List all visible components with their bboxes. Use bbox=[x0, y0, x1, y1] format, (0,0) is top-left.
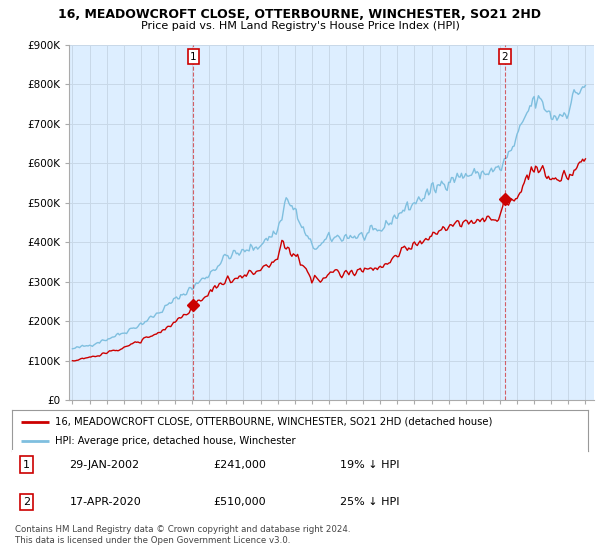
Text: 17-APR-2020: 17-APR-2020 bbox=[70, 497, 142, 507]
Text: 2: 2 bbox=[23, 497, 30, 507]
Text: £241,000: £241,000 bbox=[214, 460, 266, 470]
Text: 25% ↓ HPI: 25% ↓ HPI bbox=[340, 497, 400, 507]
Text: 1: 1 bbox=[23, 460, 30, 470]
Text: 19% ↓ HPI: 19% ↓ HPI bbox=[340, 460, 400, 470]
Text: HPI: Average price, detached house, Winchester: HPI: Average price, detached house, Winc… bbox=[55, 436, 296, 446]
Text: 2: 2 bbox=[502, 52, 508, 62]
Text: Price paid vs. HM Land Registry's House Price Index (HPI): Price paid vs. HM Land Registry's House … bbox=[140, 21, 460, 31]
Text: 1: 1 bbox=[190, 52, 197, 62]
Text: Contains HM Land Registry data © Crown copyright and database right 2024.
This d: Contains HM Land Registry data © Crown c… bbox=[15, 525, 350, 545]
Text: 16, MEADOWCROFT CLOSE, OTTERBOURNE, WINCHESTER, SO21 2HD (detached house): 16, MEADOWCROFT CLOSE, OTTERBOURNE, WINC… bbox=[55, 417, 493, 427]
Text: 16, MEADOWCROFT CLOSE, OTTERBOURNE, WINCHESTER, SO21 2HD: 16, MEADOWCROFT CLOSE, OTTERBOURNE, WINC… bbox=[59, 8, 542, 21]
Text: £510,000: £510,000 bbox=[214, 497, 266, 507]
Text: 29-JAN-2002: 29-JAN-2002 bbox=[70, 460, 140, 470]
